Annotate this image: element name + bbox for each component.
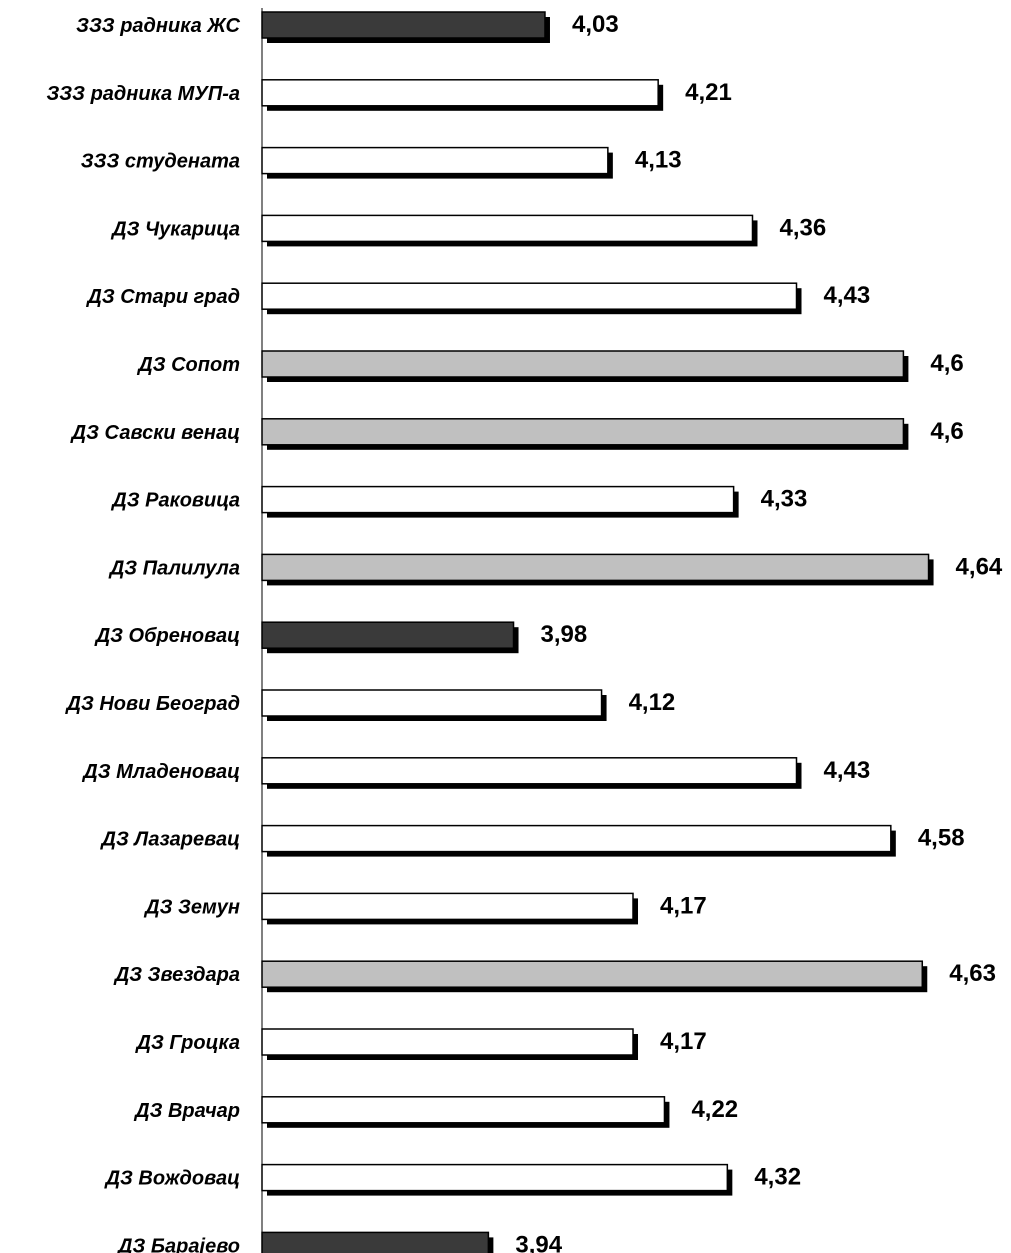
value-label: 4,17 [660,892,707,919]
bar [261,214,754,243]
value-label: 3,98 [541,621,588,648]
value-label: 4,43 [824,282,871,309]
value-label: 4,13 [635,147,682,174]
value-label: 4,6 [930,418,963,445]
bar [261,824,892,853]
value-label: 3,94 [515,1231,562,1253]
category-label: ЗЗЗ радника ЖС [76,15,240,37]
category-label: ДЗ Врачар [133,1100,240,1122]
bar [261,11,546,39]
category-label: ДЗ Стари град [85,286,240,308]
category-label: ЗЗЗ студената [81,151,240,173]
value-label: 4,03 [572,11,619,38]
value-label: 4,36 [779,214,826,241]
bar [261,1096,666,1124]
category-label: ДЗ Лазаревац [100,829,241,851]
category-label: ДЗ Барајево [116,1235,240,1253]
bar [261,960,924,988]
bar [261,1163,729,1192]
value-label: 4,64 [956,553,1003,580]
bar [261,146,609,175]
category-label: ЗЗЗ радника МУП-а [46,83,240,105]
value-label: 4,58 [918,825,965,852]
bar [261,485,735,514]
value-label: 4,43 [824,757,871,784]
value-label: 4,32 [754,1164,801,1191]
value-label: 4,63 [949,960,996,987]
value-label: 4,22 [691,1096,738,1123]
category-label: ДЗ Звездара [113,964,240,986]
category-label: ДЗ Савски венац [70,422,240,444]
bar [261,621,515,649]
category-label: ДЗ Нови Београд [65,693,241,715]
category-label: ДЗ Сопот [136,354,240,376]
value-label: 4,33 [761,486,808,513]
bar [261,892,634,921]
value-label: 4,6 [930,350,963,377]
category-label: ДЗ Раковица [110,490,240,512]
bar [261,1231,490,1253]
bar [261,79,659,107]
category-label: ДЗ Обреновац [94,625,240,647]
category-label: ДЗ Чукарица [110,218,240,240]
category-label: ДЗ Младеновац [81,761,240,783]
bar [261,553,930,582]
category-label: ДЗ Палилула [108,557,240,579]
value-label: 4,12 [629,689,676,716]
bar [261,282,798,310]
category-label: ДЗ Земун [143,896,240,918]
category-label: ДЗ Вождовац [104,1168,240,1190]
bar [261,689,603,717]
category-label: ДЗ Гроцка [135,1032,241,1054]
bar [261,418,905,446]
bar [261,1028,634,1056]
bar [261,350,905,378]
value-label: 4,17 [660,1028,707,1055]
bar [261,757,798,785]
value-label: 4,21 [685,79,732,106]
